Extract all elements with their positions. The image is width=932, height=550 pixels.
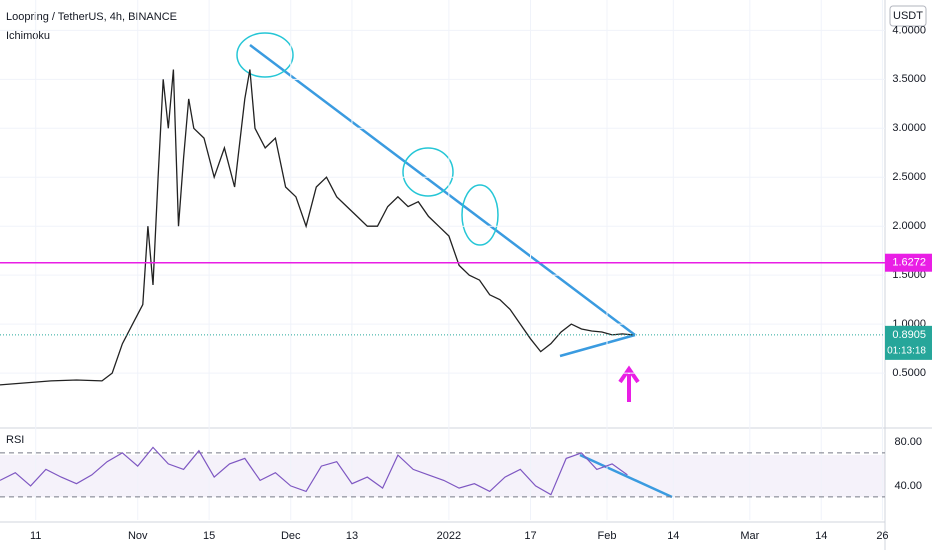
arrow-drawing [618, 365, 640, 402]
last-price-bg [885, 325, 932, 360]
x-tick-label: 14 [815, 530, 827, 542]
circle-drawing [461, 184, 499, 246]
rsi-tick-label: 80.00 [894, 436, 922, 448]
price-line [0, 69, 633, 386]
x-tick-label: 14 [667, 530, 679, 542]
circle-drawing [402, 147, 454, 197]
x-tick-label: 26 [876, 530, 888, 542]
x-tick-label: 2022 [437, 530, 461, 542]
trend-line [249, 44, 636, 336]
rsi-line [0, 446, 628, 496]
y-tick-label: 3.0000 [892, 122, 926, 134]
countdown-label: 01:13:18 [887, 345, 926, 356]
x-tick-label: Dec [281, 530, 301, 542]
x-tick-label: Nov [128, 530, 148, 542]
currency-label: USDT [893, 10, 923, 22]
x-tick-label: Feb [598, 530, 617, 542]
x-tick-label: Mar [740, 530, 759, 542]
currency-badge[interactable] [889, 5, 927, 27]
indicator-label: Ichimoku [6, 30, 50, 42]
chart-title: Loopring / TetherUS, 4h, BINANCE [6, 11, 177, 23]
rsi-label: RSI [6, 434, 24, 446]
x-tick-label: 17 [524, 530, 536, 542]
y-tick-label: 2.5000 [892, 171, 926, 183]
x-tick-label: 13 [346, 530, 358, 542]
rsi-trend-line [579, 453, 673, 499]
y-tick-label: 0.5000 [892, 367, 926, 379]
hline-label: 1.6272 [892, 257, 926, 269]
y-tick-label: 3.5000 [892, 73, 926, 85]
rsi-tick-label: 40.00 [894, 480, 922, 492]
y-tick-label: 1.5000 [892, 269, 926, 281]
last-price-label: 0.8905 [892, 329, 926, 341]
y-tick-label: 2.0000 [892, 220, 926, 232]
x-tick-label: 11 [30, 530, 41, 542]
trend-line [559, 333, 636, 358]
hline-label-bg [885, 253, 932, 272]
x-tick-label: 15 [203, 530, 215, 542]
circle-drawing [236, 32, 294, 78]
y-tick-label: 4.0000 [892, 24, 926, 36]
rsi-band [0, 455, 885, 497]
